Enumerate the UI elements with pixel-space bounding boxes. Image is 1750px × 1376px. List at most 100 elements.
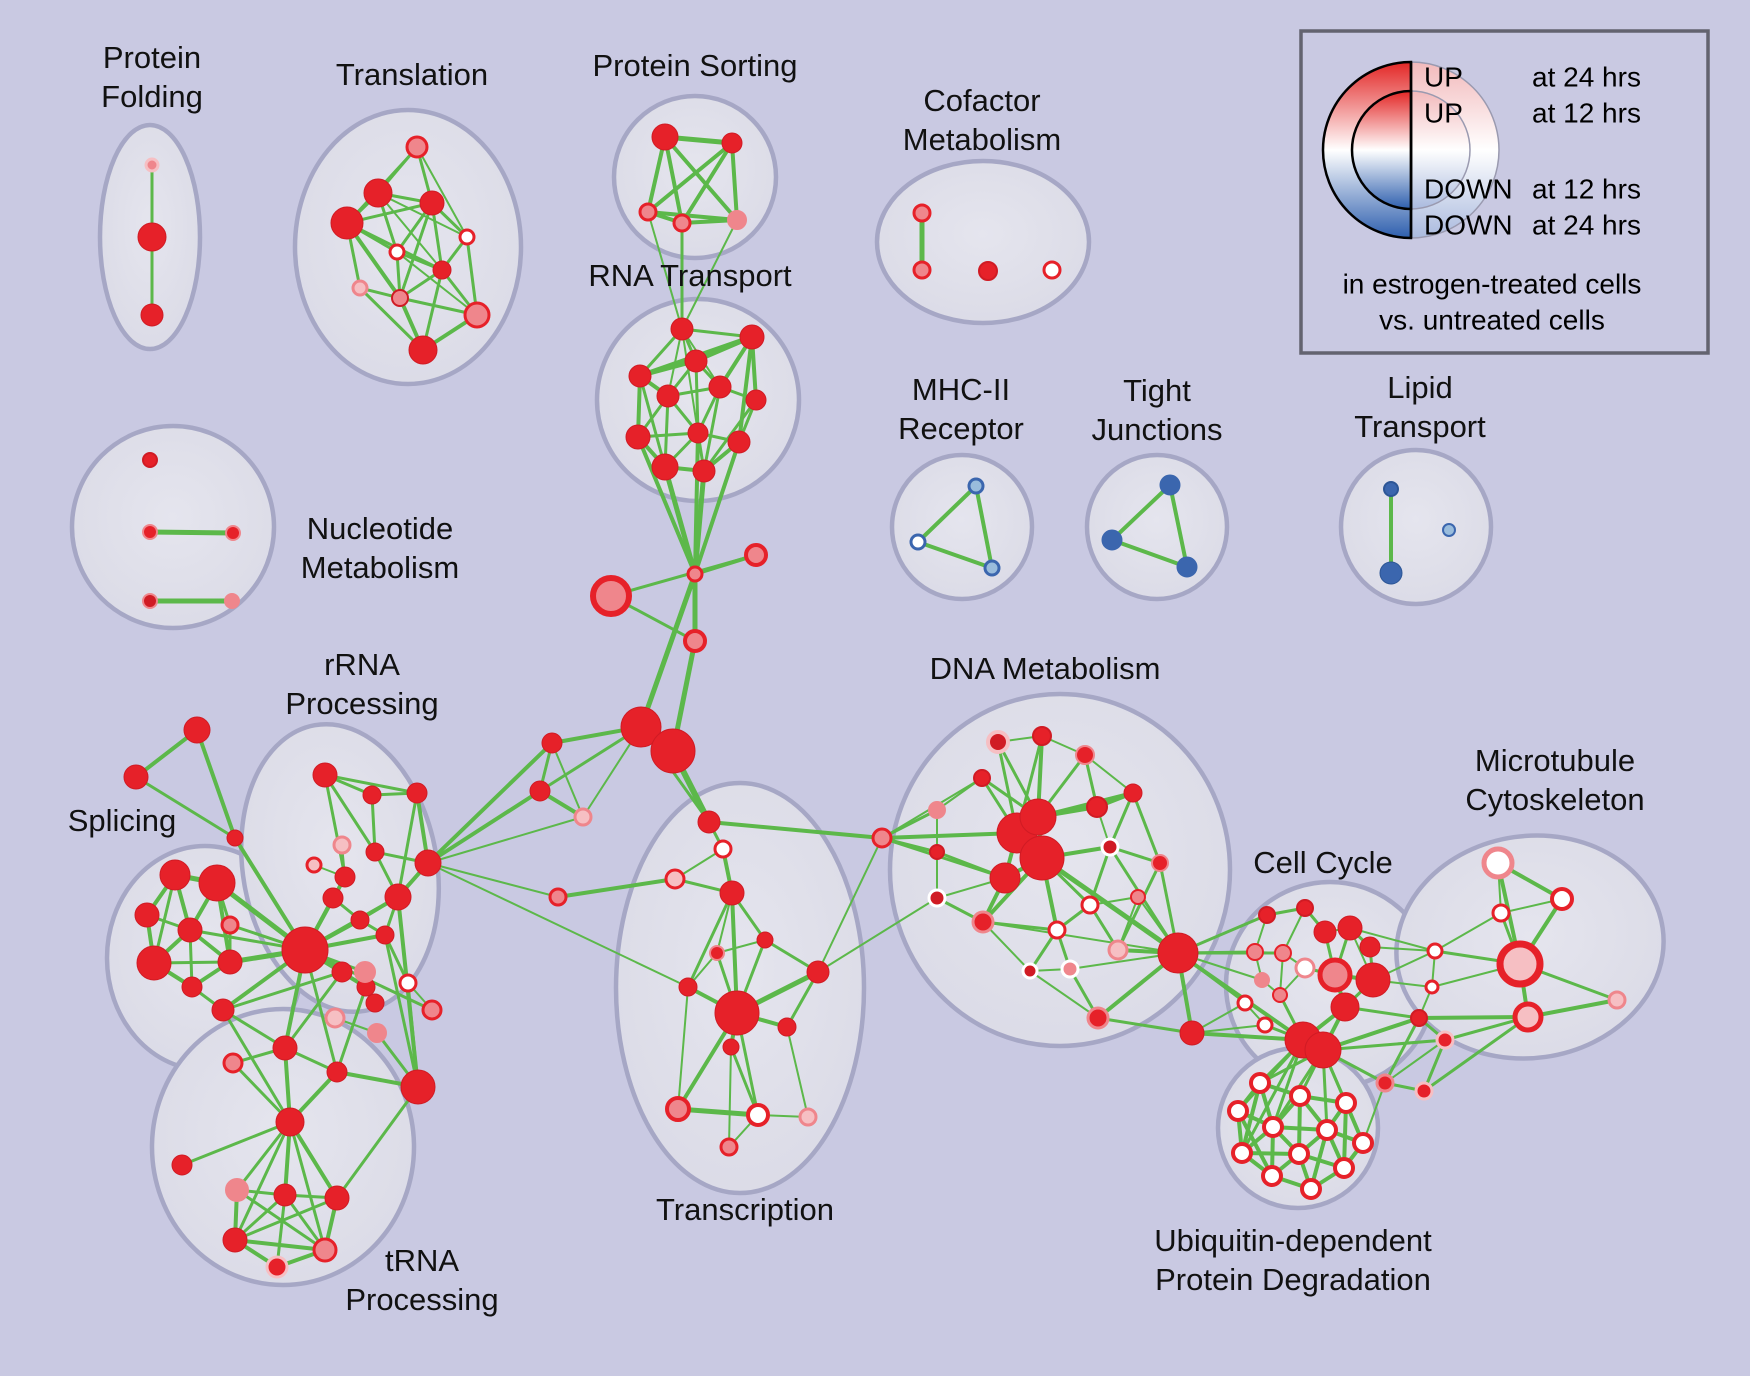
network-edge — [377, 192, 443, 271]
gene-node-ps5 — [727, 210, 747, 230]
cluster-label-nucleotide-metabolism: Nucleotide — [307, 511, 453, 546]
gene-node-t3 — [330, 206, 364, 240]
gene-node-c11 — [1254, 972, 1270, 988]
gene-node-m1 — [1481, 846, 1515, 880]
legend-time-label-3: at 24 hrs — [1532, 209, 1641, 240]
network-edge — [728, 1046, 732, 1148]
network-edge — [396, 251, 478, 316]
gene-node-pf3 — [140, 303, 164, 327]
legend-time-label-1: at 12 hrs — [1532, 97, 1641, 128]
network-edge — [383, 933, 420, 1089]
network-edge — [636, 435, 697, 576]
gene-node-r4 — [332, 835, 352, 855]
network-edge — [646, 210, 739, 222]
gene-node-tj2 — [1101, 529, 1123, 551]
gene-node-b8 — [665, 1096, 691, 1122]
gene-node-b5 — [714, 990, 760, 1036]
gene-node-u9 — [1288, 1143, 1310, 1165]
gene-node-b10 — [798, 1107, 818, 1127]
network-edge — [982, 921, 1179, 954]
network-edge — [398, 201, 434, 300]
gene-node-m10 — [1435, 1030, 1455, 1050]
gene-node-h1 — [620, 706, 662, 748]
gene-node-a6 — [871, 827, 893, 849]
gene-node-n3 — [225, 1178, 249, 1202]
cluster-label-microtubule-cytoskeleton: Microtubule — [1475, 743, 1635, 778]
network-edge — [1116, 861, 1162, 952]
gene-node-lt3 — [1379, 561, 1403, 585]
cluster-label-dna-metabolism: DNA Metabolism — [930, 651, 1161, 686]
network-edge — [609, 553, 758, 598]
cluster-label-cell-cycle: Cell Cycle — [1253, 845, 1393, 880]
gene-node-cc1 — [1179, 1020, 1205, 1046]
gene-node-u8 — [1231, 1142, 1253, 1164]
cluster-label-trna-processing: Processing — [345, 1282, 498, 1317]
gene-node-u2 — [1289, 1085, 1311, 1107]
gene-node-d15 — [1130, 889, 1146, 905]
legend-direction-label-0: UP — [1424, 61, 1463, 92]
cluster-label-ubiquitin-degradation: Ubiquitin-dependent — [1154, 1223, 1432, 1258]
cluster-ellipse-lipid-transport — [1338, 447, 1494, 607]
gene-node-g3 — [226, 829, 244, 847]
gene-node-rt12 — [692, 459, 716, 483]
gene-node-m9 — [1607, 990, 1627, 1010]
gene-node-cn2 — [744, 543, 768, 567]
gene-node-u4 — [1335, 1092, 1357, 1114]
gene-node-r16 — [421, 999, 443, 1021]
gene-node-rt9 — [687, 422, 709, 444]
network-edge — [427, 862, 689, 988]
cluster-ellipse-mhc-ii-receptor — [889, 452, 1035, 602]
network-edge — [1434, 912, 1502, 952]
gene-node-c8 — [1294, 957, 1316, 979]
network-edge — [638, 374, 667, 469]
gene-node-d5 — [928, 801, 946, 819]
gene-node-ps3 — [638, 202, 658, 222]
network-edge — [681, 219, 738, 330]
network-edge — [426, 789, 542, 865]
cluster-label-translation: Translation — [336, 57, 488, 92]
gene-node-rt5 — [708, 375, 732, 399]
gene-node-p3 — [134, 902, 160, 928]
gene-node-u7 — [1352, 1132, 1374, 1154]
gene-node-cc0 — [1157, 932, 1199, 974]
gene-node-m2 — [1550, 887, 1574, 911]
gene-node-r10 — [350, 910, 370, 930]
network-edge — [1084, 754, 1134, 794]
gene-node-s4 — [548, 887, 568, 907]
gene-node-g2 — [123, 764, 149, 790]
labels-layer: Protein Folding Translation Protein Sorting… — [68, 40, 1645, 1317]
network-edge — [729, 1045, 760, 1117]
network-edge — [147, 529, 236, 536]
gene-node-d1 — [986, 730, 1010, 754]
network-edge — [1384, 1039, 1446, 1084]
network-edge — [916, 484, 978, 544]
gene-node-tj3 — [1176, 556, 1198, 578]
gene-node-d2 — [1032, 726, 1052, 746]
network-edge — [221, 1008, 292, 1124]
network-edge — [1349, 927, 1436, 952]
gene-node-d17 — [971, 910, 995, 934]
gene-node-g1 — [183, 716, 211, 744]
network-edge — [675, 1106, 761, 1118]
network-edge — [283, 970, 344, 1050]
gene-node-d23 — [1086, 1006, 1110, 1030]
nodes-layer — [123, 123, 1627, 1279]
cluster-label-ubiquitin-degradation: Protein Degradation — [1155, 1262, 1431, 1297]
gene-node-c17 — [1304, 1031, 1342, 1069]
gene-node-mh2 — [909, 533, 927, 551]
gene-node-pf2 — [137, 222, 167, 252]
gene-node-q6 — [326, 1061, 348, 1083]
gene-node-cm1 — [912, 203, 932, 223]
gene-node-b1 — [756, 931, 774, 949]
gene-node-m6 — [1424, 979, 1440, 995]
gene-node-nm5 — [224, 593, 240, 609]
gene-node-s2 — [529, 780, 551, 802]
gene-node-d19 — [1047, 920, 1067, 940]
gene-node-nm4 — [142, 593, 158, 609]
gene-node-c10 — [1355, 962, 1391, 998]
gene-node-t2 — [363, 178, 393, 208]
network-edge — [233, 1196, 339, 1242]
cluster-label-mhc-ii-receptor: Receptor — [898, 411, 1024, 446]
network-edge — [663, 135, 684, 225]
